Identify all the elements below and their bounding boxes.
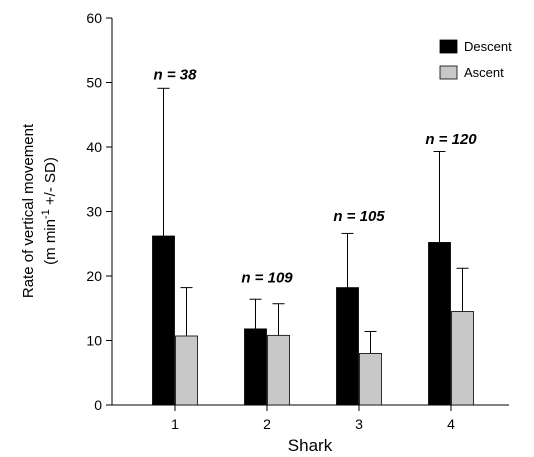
annotations: n = 38 n = 109 n = 105 n = 120	[154, 66, 478, 286]
legend-label-descent: Descent	[464, 39, 512, 54]
x-tick-label: 2	[263, 416, 271, 432]
bar-descent-shark-4	[428, 242, 451, 406]
y-axis-title: Rate of vertical movement (m min-1 +/- S…	[20, 123, 59, 298]
bar-descent-shark-2	[244, 328, 267, 406]
legend-swatch-ascent	[439, 65, 458, 80]
bar-ascent-shark-2	[267, 334, 290, 406]
x-ticks: 1 2 3 4	[171, 405, 455, 432]
bar-ascent-shark-3	[359, 352, 382, 406]
bar-ascent-shark-1	[175, 335, 198, 406]
y-tick-label: 20	[86, 268, 102, 284]
legend: Descent Ascent	[439, 39, 512, 80]
sample-size-label: n = 109	[241, 269, 293, 286]
y-tick-label: 50	[86, 75, 102, 91]
bar-ascent-shark-4	[451, 311, 474, 406]
x-tick-label: 1	[171, 416, 179, 432]
x-tick-label: 4	[447, 416, 455, 432]
sample-size-label: n = 120	[425, 131, 477, 148]
sample-size-label: n = 38	[154, 66, 198, 83]
y-axis-title-line2: (m min-1 +/- SD)	[40, 157, 59, 265]
y-tick-label: 0	[94, 397, 102, 413]
y-ticks: 0 10 20 30 40 50 60	[86, 10, 112, 413]
bar-descent-shark-1	[152, 235, 175, 406]
bars	[152, 235, 474, 406]
y-tick-label: 30	[86, 204, 102, 220]
y-tick-label: 40	[86, 139, 102, 155]
legend-swatch-descent	[439, 39, 458, 54]
y-tick-label: 10	[86, 333, 102, 349]
y-axis-title-line1: Rate of vertical movement	[20, 123, 37, 298]
legend-label-ascent: Ascent	[464, 65, 504, 80]
sample-size-label: n = 105	[333, 208, 385, 225]
y-tick-label: 60	[86, 10, 102, 26]
y-axis-unit-post: +/- SD)	[42, 157, 59, 209]
x-tick-label: 3	[355, 416, 363, 432]
error-bars	[157, 87, 469, 354]
y-axis-unit-pre: (m min	[42, 219, 59, 265]
y-axis-unit-sup: -1	[40, 209, 52, 219]
x-axis-title: Shark	[288, 436, 333, 455]
bar-descent-shark-3	[336, 287, 359, 406]
